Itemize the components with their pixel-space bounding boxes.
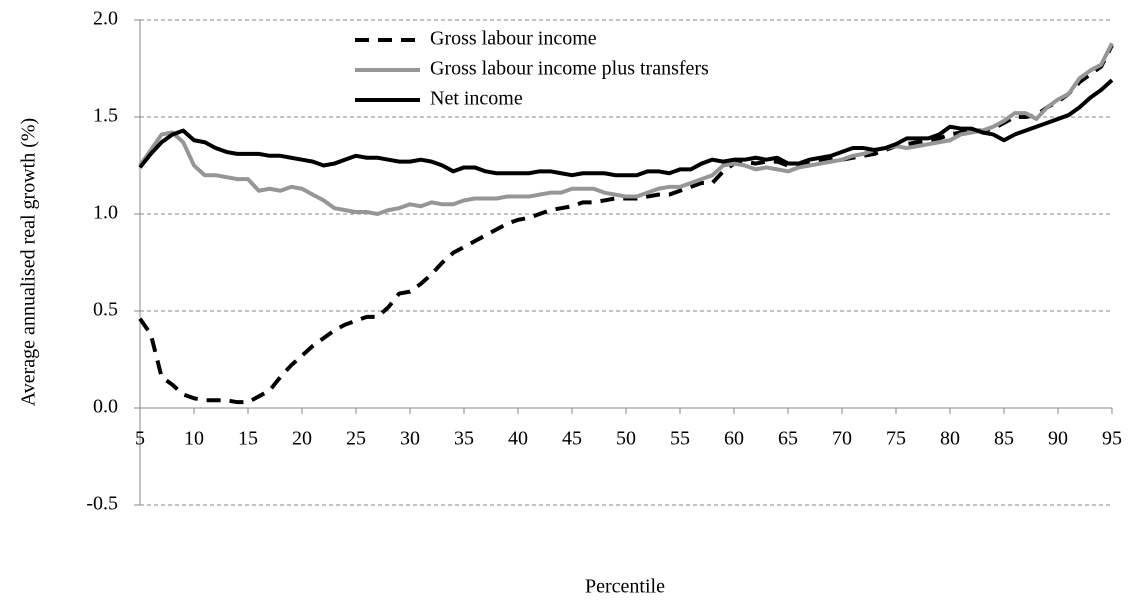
y-tick-label: -0.5 bbox=[86, 493, 118, 515]
y-tick-label: 2.0 bbox=[93, 8, 118, 30]
x-tick-label: 10 bbox=[184, 428, 204, 450]
y-tick-label: 0.0 bbox=[93, 396, 118, 418]
x-tick-label: 35 bbox=[454, 428, 474, 450]
y-axis-label: Average annualised real growth (%) bbox=[18, 118, 40, 406]
y-tick-label: 1.5 bbox=[93, 105, 118, 127]
legend-label: Net income bbox=[430, 88, 523, 110]
x-tick-label: 20 bbox=[292, 428, 312, 450]
x-tick-label: 65 bbox=[778, 428, 798, 450]
x-tick-label: 95 bbox=[1102, 428, 1122, 450]
legend-label: Gross labour income plus transfers bbox=[430, 58, 709, 80]
x-tick-label: 75 bbox=[886, 428, 906, 450]
x-tick-label: 90 bbox=[1048, 428, 1068, 450]
y-tick-label: 1.0 bbox=[93, 202, 118, 224]
x-tick-label: 55 bbox=[670, 428, 690, 450]
series-line bbox=[138, 44, 1114, 405]
x-tick-label: 85 bbox=[994, 428, 1014, 450]
x-tick-label: 30 bbox=[400, 428, 420, 450]
series-line bbox=[138, 78, 1114, 178]
x-axis-label: Percentile bbox=[585, 576, 665, 598]
x-tick-label: 50 bbox=[616, 428, 636, 450]
y-tick-label: 0.5 bbox=[93, 299, 118, 321]
x-tick-label: 15 bbox=[238, 428, 258, 450]
x-tick-label: 5 bbox=[135, 428, 145, 450]
x-tick-label: 70 bbox=[832, 428, 852, 450]
legend-label: Gross labour income bbox=[430, 28, 597, 50]
x-tick-label: 45 bbox=[562, 428, 582, 450]
x-tick-label: 40 bbox=[508, 428, 528, 450]
x-tick-label: 25 bbox=[346, 428, 366, 450]
x-tick-label: 60 bbox=[724, 428, 744, 450]
x-tick-label: 80 bbox=[940, 428, 960, 450]
series-line bbox=[138, 42, 1114, 216]
